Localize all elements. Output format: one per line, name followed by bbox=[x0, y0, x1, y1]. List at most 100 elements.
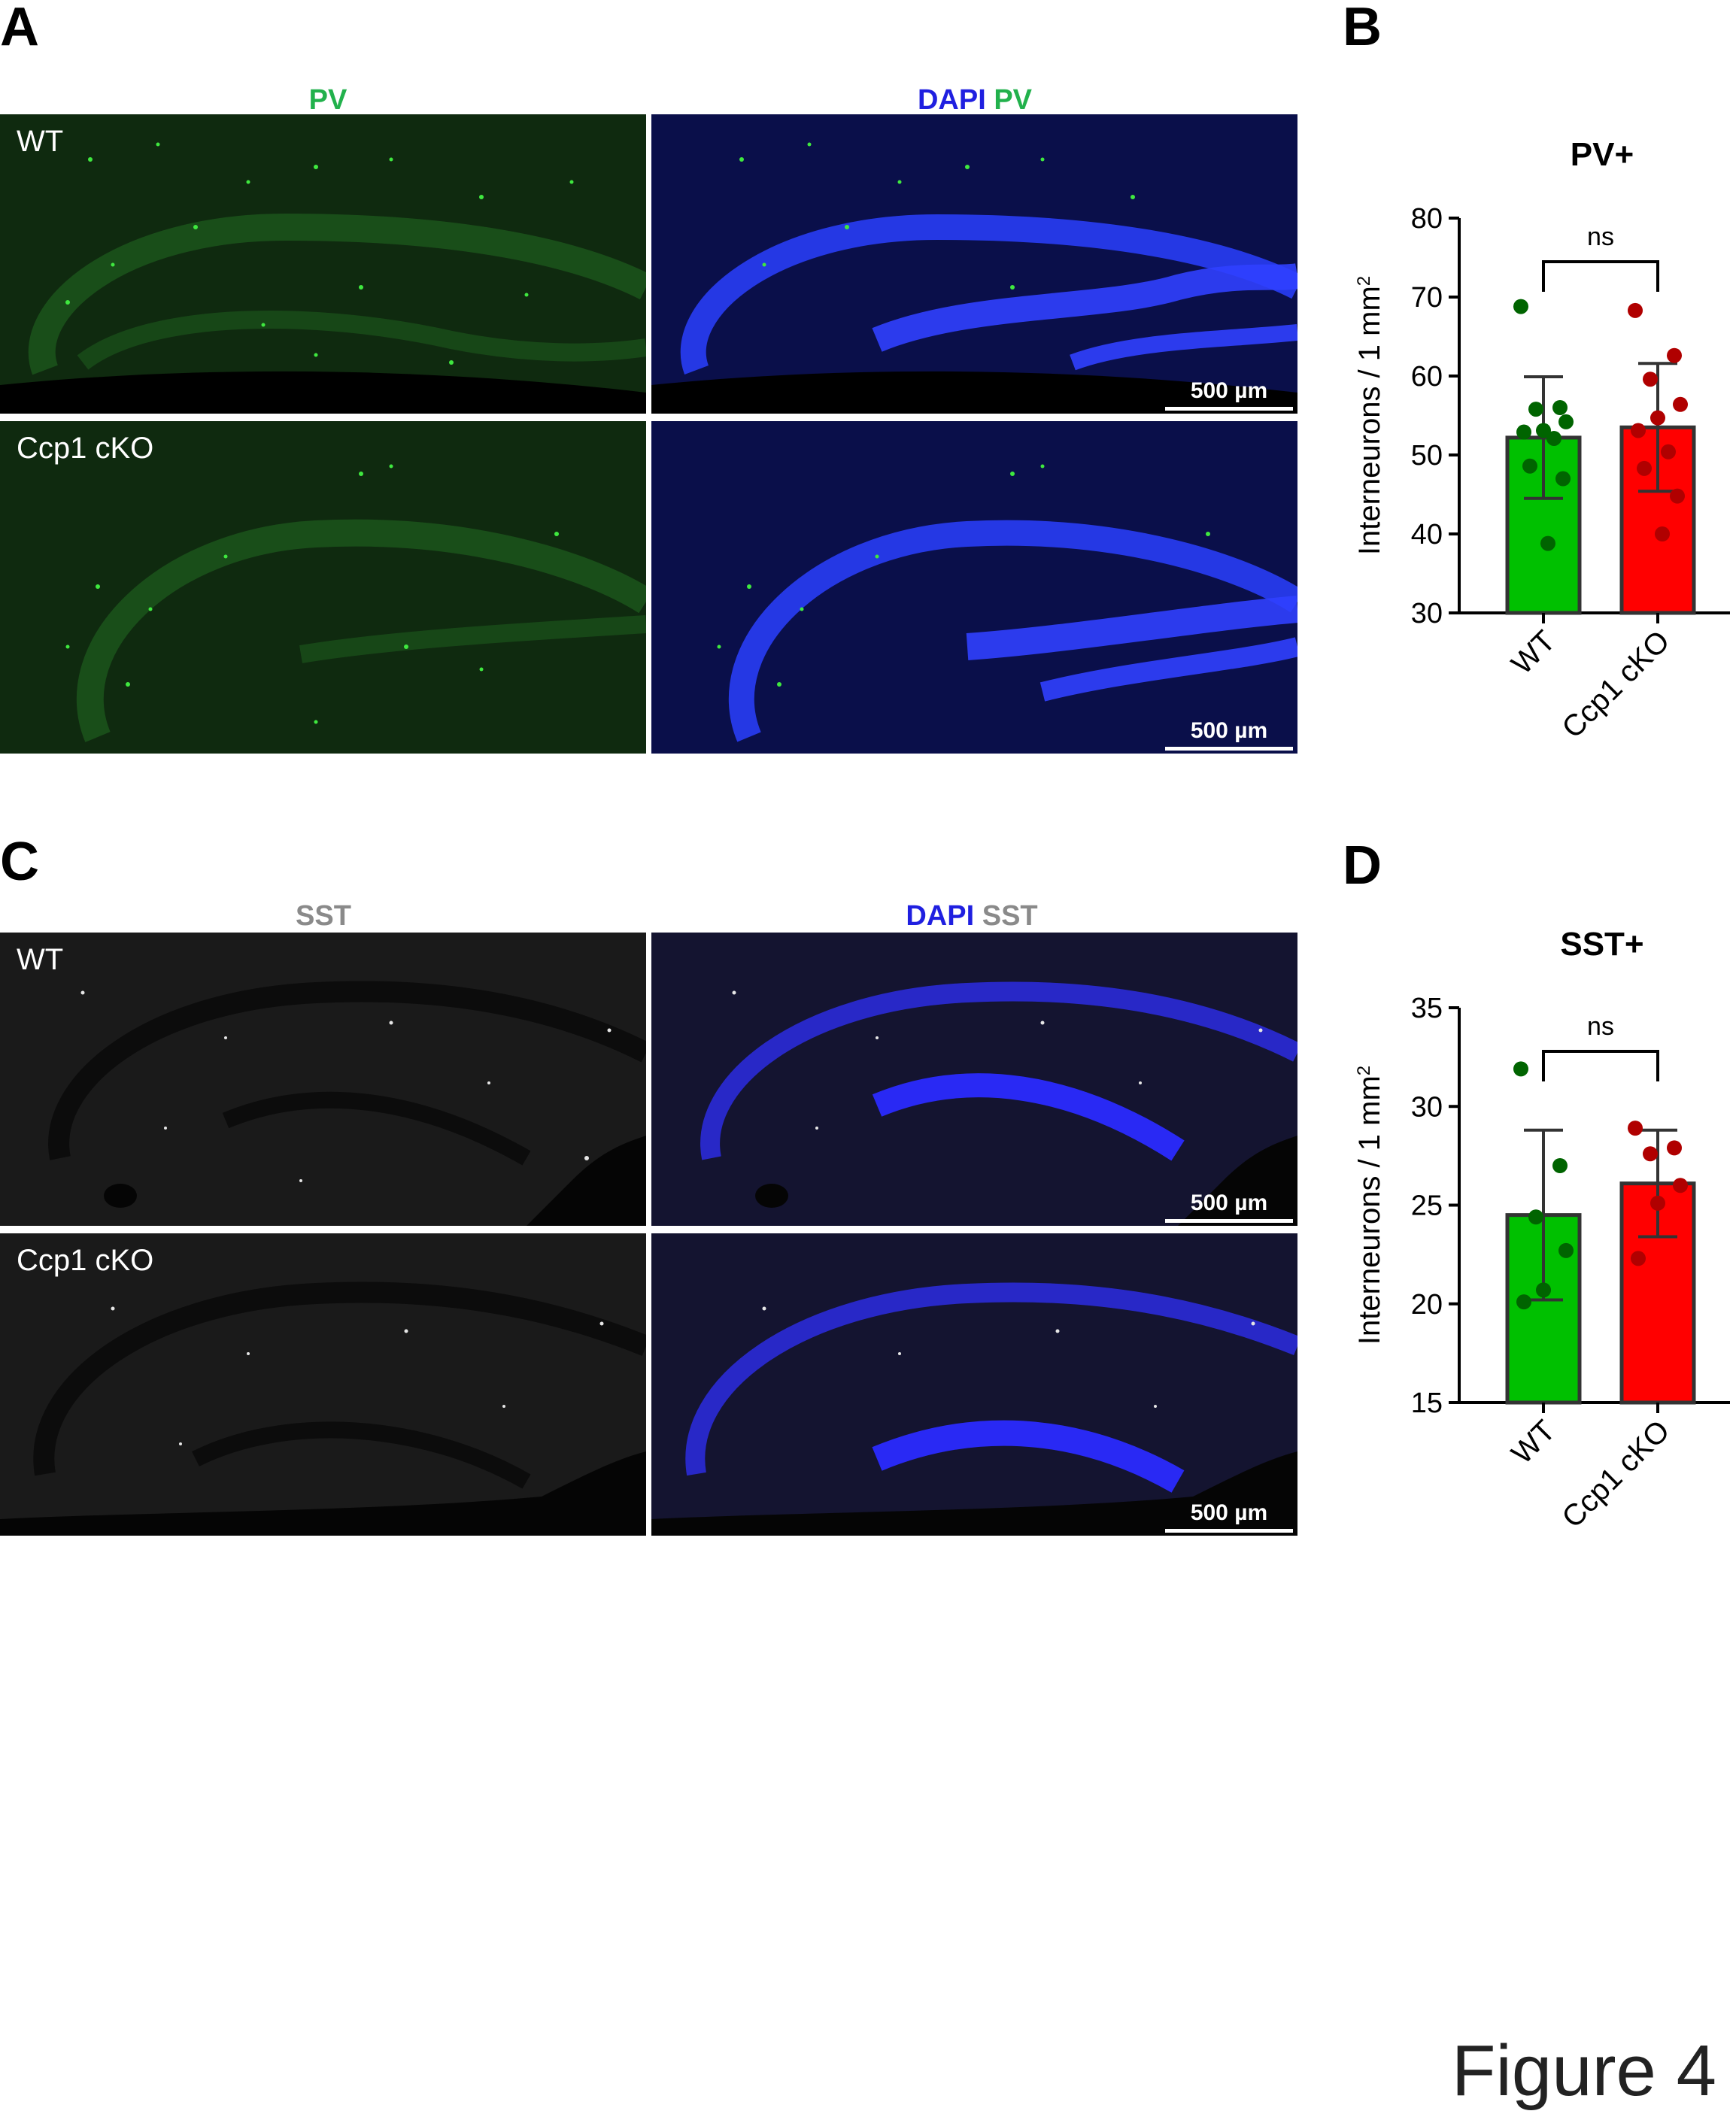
y-tick-label: 50 bbox=[1411, 440, 1443, 472]
scale-bar-label: 500 µm bbox=[1190, 1500, 1268, 1525]
chart-sst-svg: SST+ 15 20 25 30 35 Interneurons / 1 mm2 WTCcp1… bbox=[1353, 926, 1730, 1534]
y-axis-label: Interneurons / 1 mm2 bbox=[1353, 276, 1386, 555]
chart-title: SST+ bbox=[1560, 926, 1643, 963]
data-point bbox=[1513, 299, 1528, 314]
figure-label: Figure 4 bbox=[1451, 2031, 1716, 2111]
data-point bbox=[1555, 471, 1571, 487]
x-tick-label: Ccp1 cKO bbox=[1555, 624, 1676, 745]
y-tick-label: 30 bbox=[1411, 598, 1443, 629]
data-point bbox=[1536, 1282, 1551, 1298]
data-point bbox=[1558, 414, 1574, 429]
data-point bbox=[1536, 423, 1551, 438]
scale-bar-line bbox=[1165, 747, 1293, 751]
x-tick-label: Ccp1 cKO bbox=[1555, 1414, 1676, 1534]
hippocampus-sst-cko-image bbox=[0, 1233, 646, 1536]
y-tick-label: 35 bbox=[1411, 993, 1443, 1024]
data-point bbox=[1522, 458, 1537, 474]
data-point bbox=[1516, 424, 1531, 440]
data-point bbox=[1528, 402, 1543, 417]
scale-bar-label: 500 µm bbox=[1190, 718, 1268, 743]
data-point bbox=[1643, 1146, 1658, 1162]
data-point bbox=[1552, 1158, 1568, 1173]
y-tick-label: 40 bbox=[1411, 519, 1443, 550]
micrograph-pv-ccp1-cko: Ccp1 cKO bbox=[0, 421, 646, 754]
data-point bbox=[1667, 347, 1682, 363]
hippocampus-dapi-pv-image bbox=[651, 114, 1297, 414]
micrograph-dapi-sst-wt: 500 µm bbox=[651, 933, 1297, 1226]
scale-bar-label: 500 µm bbox=[1190, 378, 1268, 403]
data-point bbox=[1631, 423, 1646, 438]
y-tick-label: 25 bbox=[1411, 1190, 1443, 1222]
scale-bar: 500 µm bbox=[1165, 1190, 1293, 1223]
chart-title: PV+ bbox=[1571, 136, 1634, 173]
scale-bar: 500 µm bbox=[1165, 378, 1293, 411]
scale-bar-line bbox=[1165, 1219, 1293, 1223]
data-point bbox=[1637, 460, 1652, 476]
data-point bbox=[1670, 488, 1685, 504]
hippocampus-sst-image bbox=[0, 933, 646, 1226]
data-point bbox=[1650, 410, 1665, 426]
micrograph-dapi-sst-ccp1-cko: 500 µm bbox=[651, 1233, 1297, 1536]
y-tick-label: 15 bbox=[1411, 1388, 1443, 1419]
micrograph-dapi-pv-wt: 500 µm bbox=[651, 114, 1297, 414]
micrograph-pv-wt: WT bbox=[0, 114, 646, 414]
hippocampus-dapi-sst-image bbox=[651, 933, 1297, 1226]
data-point bbox=[1546, 430, 1561, 446]
x-tick-label: WT bbox=[1505, 1414, 1561, 1470]
data-point bbox=[1540, 535, 1555, 551]
data-point bbox=[1655, 526, 1670, 541]
data-point bbox=[1667, 1140, 1682, 1156]
significance-bracket bbox=[1542, 1050, 1659, 1081]
row-label-ccp1-cko: Ccp1 cKO bbox=[17, 432, 154, 465]
scale-bar: 500 µm bbox=[1165, 718, 1293, 751]
y-tick-label: 30 bbox=[1411, 1091, 1443, 1123]
significance-label: ns bbox=[1587, 1012, 1614, 1041]
data-point bbox=[1513, 1061, 1528, 1077]
dapi-label: DAPI bbox=[917, 84, 986, 116]
scale-bar-line bbox=[1165, 407, 1293, 411]
data-point bbox=[1558, 1242, 1574, 1258]
chart-pv-svg: PV+ 30 40 50 60 70 80 Interneurons / 1 mm2 WTCcp… bbox=[1353, 136, 1730, 745]
data-point bbox=[1628, 302, 1643, 318]
panel-letter-b: B bbox=[1343, 0, 1382, 57]
row-label-wt: WT bbox=[17, 943, 64, 976]
row-label-ccp1-cko: Ccp1 cKO bbox=[17, 1244, 154, 1277]
hippocampus-dapi-sst-cko-image bbox=[651, 1233, 1297, 1536]
y-tick-label: 80 bbox=[1411, 203, 1443, 235]
panel-letter-d: D bbox=[1343, 836, 1382, 896]
significance-label: ns bbox=[1587, 223, 1614, 251]
panel-a-title-dapi-pv: DAPI PV bbox=[651, 86, 1298, 114]
micrograph-sst-ccp1-cko: Ccp1 cKO bbox=[0, 1233, 646, 1536]
y-tick-label: 70 bbox=[1411, 282, 1443, 314]
data-point bbox=[1631, 1251, 1646, 1266]
data-point bbox=[1516, 1294, 1531, 1310]
scale-bar-line bbox=[1165, 1529, 1293, 1533]
panel-letter-a: A bbox=[0, 0, 39, 57]
data-point bbox=[1643, 372, 1658, 387]
panel-c-title-sst: SST bbox=[296, 900, 351, 932]
scale-bar-label: 500 µm bbox=[1190, 1190, 1268, 1215]
significance-bracket bbox=[1542, 260, 1659, 292]
chart-pv: PV+ 30 40 50 60 70 80 Interneurons / 1 mm2 WT Ccp… bbox=[1324, 128, 1736, 790]
data-point bbox=[1673, 1178, 1688, 1193]
sst-label: SST bbox=[982, 900, 1038, 932]
y-tick-label: 60 bbox=[1411, 361, 1443, 393]
dapi-label: DAPI bbox=[906, 900, 975, 932]
data-point bbox=[1673, 396, 1688, 412]
panel-letter-c: C bbox=[0, 832, 39, 892]
data-point bbox=[1650, 1195, 1665, 1211]
panel-c-title-dapi-sst: DAPI SST bbox=[648, 902, 1295, 930]
hippocampus-pv-image bbox=[0, 114, 646, 414]
micrograph-dapi-pv-ccp1-cko: 500 µm bbox=[651, 421, 1297, 754]
y-axis-label: Interneurons / 1 mm2 bbox=[1353, 1066, 1386, 1345]
chart-sst: SST+ 15 20 25 30 35 Interneurons / 1 mm2 WT Ccp1… bbox=[1324, 917, 1736, 1579]
x-tick-label: WT bbox=[1505, 624, 1561, 681]
micrograph-sst-wt: WT bbox=[0, 933, 646, 1226]
data-point bbox=[1661, 444, 1676, 459]
y-tick-label: 20 bbox=[1411, 1289, 1443, 1321]
panel-a-title-pv: PV bbox=[308, 84, 348, 116]
hippocampus-pv-cko-image bbox=[0, 421, 646, 754]
data-point bbox=[1528, 1209, 1543, 1225]
scale-bar: 500 µm bbox=[1165, 1500, 1293, 1533]
row-label-wt: WT bbox=[17, 125, 64, 158]
